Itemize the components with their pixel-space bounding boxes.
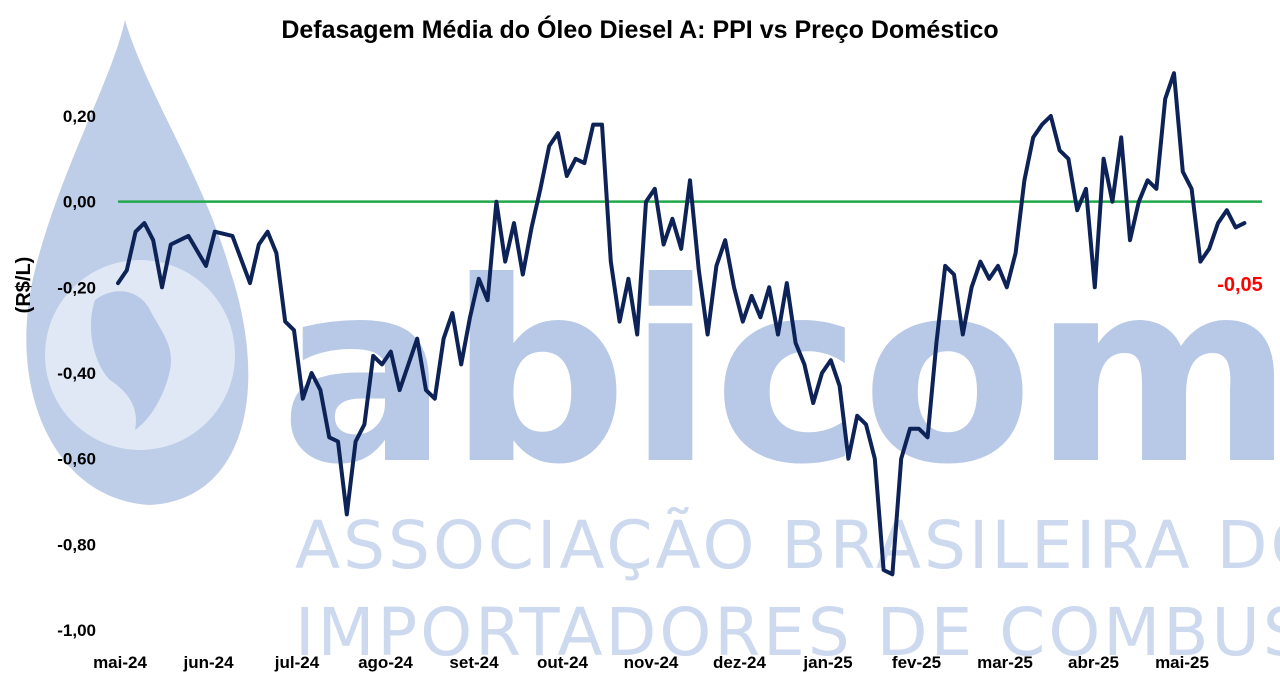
continent-shape: [90, 291, 171, 430]
x-tick-label: ago-24: [358, 653, 413, 672]
x-tick-label: set-24: [449, 653, 499, 672]
x-tick-label: nov-24: [624, 653, 679, 672]
x-tick-label: jan-25: [802, 653, 852, 672]
y-tick-label: -0,60: [57, 450, 96, 469]
watermark-subtitle-line-2: IMPORTADORES DE COMBUSTÍVEIS: [295, 593, 1280, 671]
x-tick-label: out-24: [537, 653, 589, 672]
x-tick-label: abr-25: [1068, 653, 1119, 672]
chart-title: Defasagem Média do Óleo Diesel A: PPI vs…: [281, 14, 998, 44]
x-tick-label: jul-24: [274, 653, 320, 672]
x-tick-label: jun-24: [182, 653, 234, 672]
y-tick-label: 0,00: [63, 193, 96, 212]
x-tick-label: mai-24: [93, 653, 147, 672]
y-tick-label: -0,40: [57, 364, 96, 383]
watermark-wordmark: abicom: [280, 228, 1280, 519]
x-tick-label: fev-25: [892, 653, 941, 672]
y-tick-label: -1,00: [57, 621, 96, 640]
watermark-subtitle-line-1: ASSOCIAÇÃO BRASILEIRA DOS: [295, 507, 1280, 584]
x-tick-label: dez-24: [713, 653, 766, 672]
y-tick-label: 0,20: [63, 107, 96, 126]
y-axis-ticks: 0,20 0,00 -0,20 -0,40 -0,60 -0,80 -1,00: [57, 107, 96, 640]
y-tick-label: -0,20: [57, 278, 96, 297]
y-tick-label: -0,80: [57, 535, 96, 554]
last-value-annotation: -0,05: [1217, 274, 1263, 296]
series-line: [116, 71, 1247, 577]
abicom-watermark-logo: abicom ASSOCIAÇÃO BRASILEIRA DOS IMPORTA…: [26, 20, 1280, 671]
x-axis-ticks: mai-24 jun-24 jul-24 ago-24 set-24 out-24 nov-…: [93, 653, 1209, 672]
x-tick-label: mai-25: [1155, 653, 1209, 672]
x-tick-label: mar-25: [977, 653, 1033, 672]
y-axis-label: (R$/L): [13, 257, 35, 314]
